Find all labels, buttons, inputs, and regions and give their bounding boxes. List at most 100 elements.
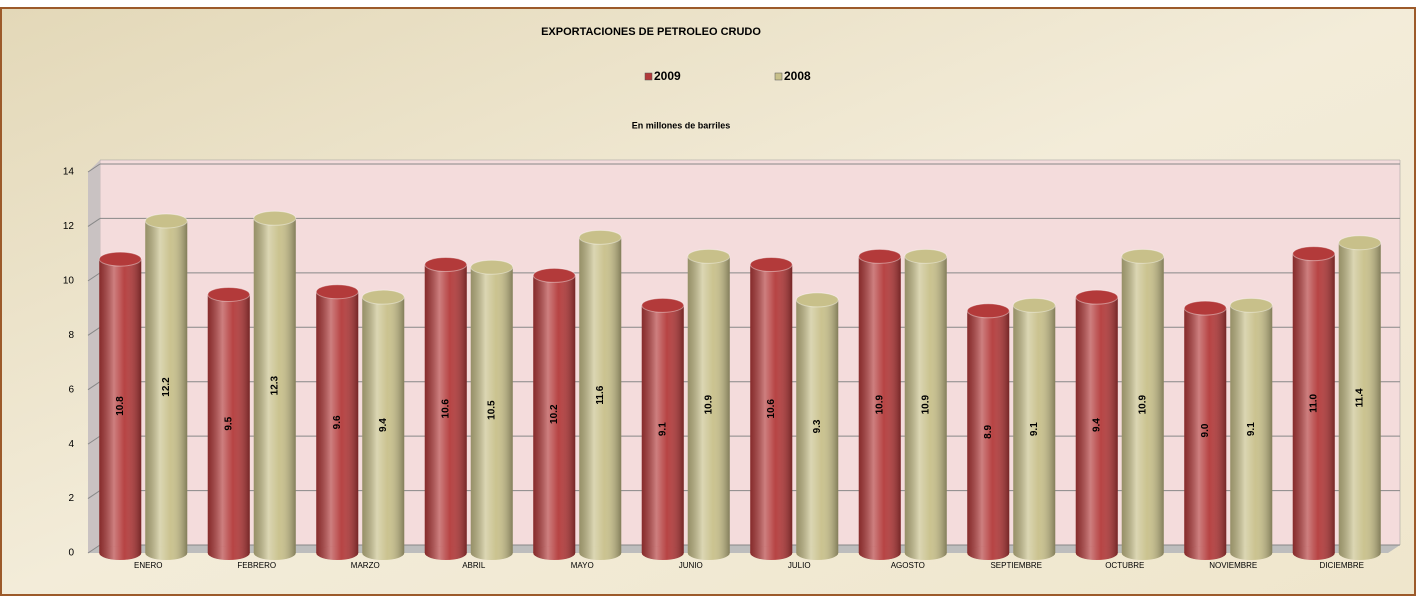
bar-shade bbox=[207, 294, 250, 553]
bar-shade bbox=[1184, 308, 1227, 553]
bar-base-shade bbox=[207, 546, 250, 560]
bar-base-shade bbox=[1075, 546, 1118, 560]
y-tick-label: 14 bbox=[63, 167, 75, 178]
value-label: 9.4 bbox=[1091, 418, 1102, 432]
bar-shade bbox=[796, 299, 839, 553]
y-tick-label: 2 bbox=[68, 493, 74, 504]
value-label: 10.9 bbox=[703, 395, 714, 415]
value-label: 12.2 bbox=[161, 377, 172, 397]
grid-line-side bbox=[87, 435, 101, 445]
bar-top bbox=[532, 267, 576, 283]
bar-top bbox=[1183, 300, 1227, 316]
bar-top bbox=[1292, 246, 1336, 262]
x-tick-label: MAYO bbox=[571, 561, 594, 570]
bar-top bbox=[578, 229, 622, 245]
legend-label: 2009 bbox=[654, 69, 681, 83]
bar-top bbox=[904, 248, 948, 264]
bar-top bbox=[1075, 289, 1119, 305]
bar-top bbox=[253, 210, 297, 226]
bar-top bbox=[641, 297, 685, 313]
bar-base-shade bbox=[750, 546, 793, 560]
bar-shade bbox=[316, 291, 359, 553]
bar-shade bbox=[470, 267, 513, 553]
side-wall bbox=[88, 160, 100, 553]
grid-line-side bbox=[87, 163, 101, 173]
value-label: 10.9 bbox=[1137, 395, 1148, 415]
value-label: 8.9 bbox=[983, 425, 994, 439]
value-label: 10.8 bbox=[115, 396, 126, 416]
chart-title: EXPORTACIONES DE PETROLEO CRUDO bbox=[541, 26, 761, 38]
x-tick-label: AGOSTO bbox=[891, 561, 925, 570]
bar-base-shade bbox=[424, 546, 467, 560]
bar-shade bbox=[253, 218, 296, 553]
bar-shade bbox=[858, 256, 901, 553]
bar-top bbox=[315, 284, 359, 300]
legend-swatch bbox=[644, 72, 653, 81]
bar-shade bbox=[1292, 253, 1335, 553]
bar-shade bbox=[641, 305, 684, 553]
value-label: 9.0 bbox=[1200, 423, 1211, 437]
x-tick-label: ABRIL bbox=[462, 561, 486, 570]
y-tick-label: 10 bbox=[63, 275, 75, 286]
y-tick-label: 8 bbox=[68, 330, 74, 341]
x-tick-label: DICIEMBRE bbox=[1320, 561, 1364, 570]
bar-base-shade bbox=[533, 546, 576, 560]
bar-top bbox=[1012, 297, 1056, 313]
value-label: 9.5 bbox=[223, 416, 234, 430]
bar-shade bbox=[1075, 297, 1118, 553]
bar-top bbox=[966, 303, 1010, 319]
bar-shade bbox=[145, 220, 188, 553]
bar-shade bbox=[1013, 305, 1056, 553]
value-label: 12.3 bbox=[269, 375, 280, 395]
value-label: 10.9 bbox=[920, 395, 931, 415]
grid-line-side bbox=[87, 490, 101, 499]
value-label: 9.1 bbox=[1029, 422, 1040, 436]
x-tick-label: SEPTIEMBRE bbox=[990, 561, 1042, 570]
bar-base-shade bbox=[967, 546, 1010, 560]
grid-line-side bbox=[87, 218, 101, 227]
x-tick-label: JUNIO bbox=[679, 561, 703, 570]
value-label: 9.1 bbox=[657, 422, 668, 436]
bar-top bbox=[470, 259, 514, 275]
bar-base-shade bbox=[1292, 546, 1335, 560]
value-label: 11.4 bbox=[1354, 388, 1365, 407]
chart-subtitle: En millones de barriles bbox=[632, 120, 731, 130]
floor bbox=[88, 545, 1400, 553]
bar-base-shade bbox=[99, 546, 142, 560]
grid-line-side bbox=[87, 381, 101, 391]
bar-base-shade bbox=[1338, 546, 1381, 560]
bar-base-shade bbox=[1013, 546, 1056, 560]
value-label: 9.6 bbox=[332, 415, 343, 429]
grid-line-side bbox=[87, 326, 101, 336]
y-tick-label: 0 bbox=[68, 548, 74, 559]
bar-base-shade bbox=[316, 546, 359, 560]
value-label: 9.3 bbox=[812, 419, 823, 433]
bar-top bbox=[207, 286, 251, 302]
bar-base-shade bbox=[145, 546, 188, 560]
value-label: 11.6 bbox=[595, 385, 606, 404]
bar-top bbox=[858, 248, 902, 264]
bar-base-shade bbox=[253, 546, 296, 560]
legend-label: 2008 bbox=[784, 69, 811, 83]
x-tick-label: ENERO bbox=[134, 561, 162, 570]
value-label: 9.1 bbox=[1246, 422, 1257, 436]
bar-shade bbox=[1338, 242, 1381, 553]
bar-shade bbox=[904, 256, 947, 553]
bar-top bbox=[749, 257, 793, 273]
value-label: 10.2 bbox=[549, 404, 560, 424]
grid-line-side bbox=[87, 544, 101, 554]
bar-top bbox=[144, 213, 188, 229]
x-tick-label: NOVIEMBRE bbox=[1209, 561, 1257, 570]
bar-shade bbox=[687, 256, 730, 553]
legend-swatch bbox=[774, 72, 783, 81]
bar-top bbox=[424, 257, 468, 273]
bar-base-shade bbox=[1184, 546, 1227, 560]
bar-shade bbox=[967, 310, 1010, 553]
bar-shade bbox=[424, 264, 467, 553]
bar-shade bbox=[533, 275, 576, 553]
bar-shade bbox=[1121, 256, 1164, 553]
value-label: 11.0 bbox=[1308, 393, 1319, 412]
bar-top bbox=[687, 248, 731, 264]
y-tick-label: 6 bbox=[68, 384, 74, 395]
